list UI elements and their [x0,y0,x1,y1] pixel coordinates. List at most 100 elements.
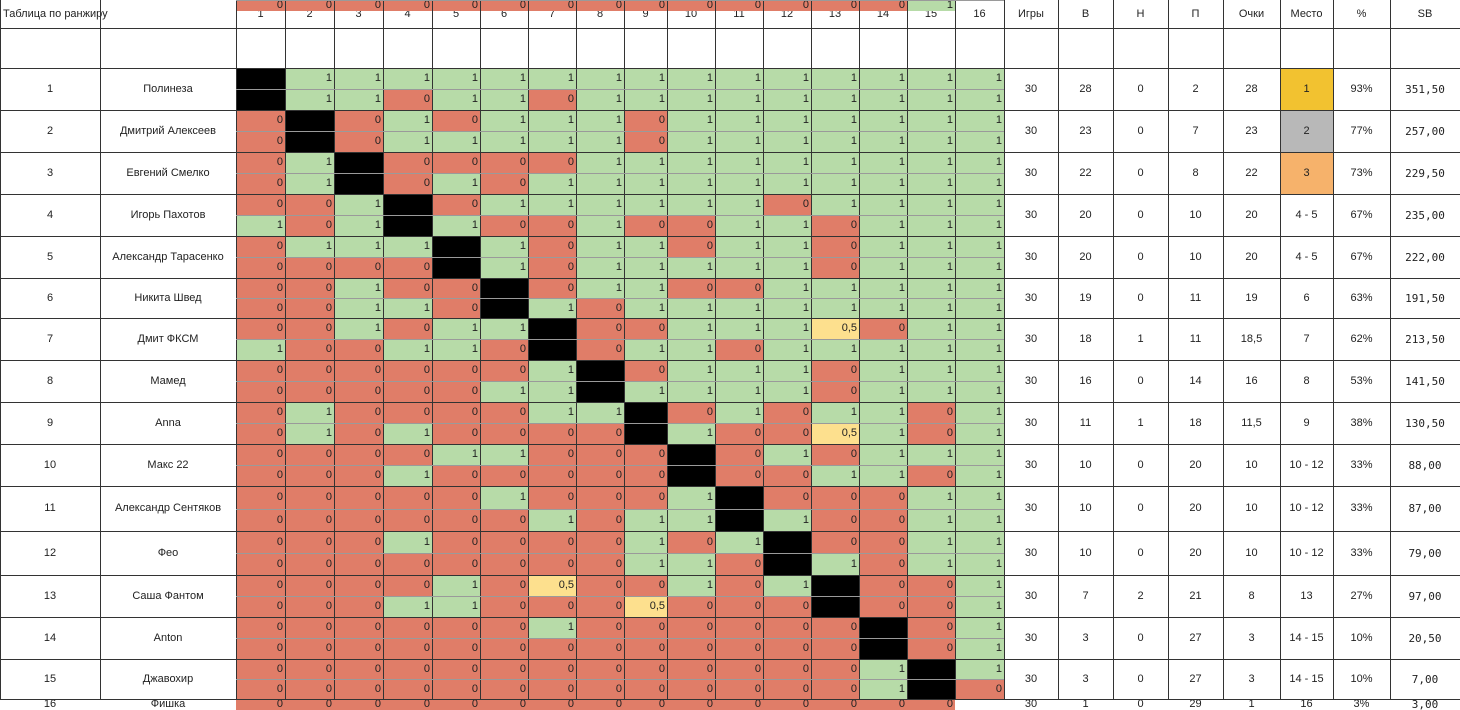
game-result-cell[interactable]: 1 [955,659,1004,679]
game-result-cell[interactable]: 0 [715,423,763,444]
game-result-cell[interactable]: 1 [907,360,955,381]
place-value[interactable]: 4 - 5 [1295,250,1318,263]
draws-value[interactable]: 0 [1137,291,1144,304]
game-result-cell[interactable]: 1 [667,110,715,131]
game-result-cell[interactable]: 0 [236,278,285,298]
game-result-cell[interactable]: 0 [383,360,432,381]
game-result-cell[interactable]: 0 [383,318,432,339]
game-result-cell[interactable]: 1 [480,110,528,131]
points-value[interactable]: 3 [1248,672,1255,685]
points-value[interactable]: 10 [1245,546,1258,559]
game-result-cell[interactable]: 0 [236,486,285,509]
game-result-cell[interactable]: 0,5 [624,596,667,617]
game-result-cell[interactable]: 0 [811,257,859,278]
game-result-cell[interactable]: 0 [624,215,667,236]
game-result-cell[interactable]: 0 [480,699,528,710]
game-result-cell[interactable]: 0 [667,596,715,617]
game-result-cell[interactable]: 1 [576,110,624,131]
game-result-cell[interactable]: 1 [576,152,624,173]
game-result-cell[interactable]: 1 [576,278,624,298]
game-result-cell[interactable]: 1 [955,381,1004,402]
draws-value[interactable]: 0 [1137,208,1144,221]
player-name[interactable]: Полинеза [143,82,193,95]
game-result-cell[interactable]: 0 [624,465,667,486]
game-result-cell[interactable]: 0 [480,152,528,173]
game-result-cell[interactable]: 1 [528,68,576,89]
game-result-cell[interactable]: 1 [811,131,859,152]
wins-value[interactable]: 20 [1079,250,1092,263]
player-name[interactable]: Фишка [150,699,186,710]
game-result-cell[interactable]: 1 [715,194,763,215]
game-result-cell[interactable]: 1 [811,278,859,298]
game-result-cell[interactable]: 0 [480,617,528,638]
game-result-cell[interactable]: 0 [236,257,285,278]
game-result-cell[interactable]: 1 [667,423,715,444]
game-result-cell[interactable]: 1 [383,110,432,131]
game-result-cell[interactable]: 0 [285,638,334,659]
game-result-cell[interactable]: 0 [236,110,285,131]
place-value[interactable]: 2 [1280,110,1333,152]
game-result-cell[interactable]: 0 [667,699,715,710]
game-result-cell[interactable]: 0 [715,575,763,596]
game-result-cell[interactable]: 0 [811,531,859,553]
draws-value[interactable]: 0 [1137,502,1144,514]
percent-value[interactable]: 3% [1353,699,1370,710]
game-result-cell[interactable]: 0 [528,0,576,11]
opponent-header-14[interactable]: 14 [876,7,890,20]
game-result-cell[interactable]: 0 [528,531,576,553]
game-result-cell[interactable]: 0 [334,553,383,575]
draws-value[interactable]: 0 [1137,250,1144,263]
game-result-cell[interactable]: 0,5 [811,423,859,444]
game-result-cell[interactable]: 1 [576,194,624,215]
game-result-cell[interactable]: 1 [285,152,334,173]
percent-value[interactable]: 10% [1350,672,1373,685]
game-result-cell[interactable]: 1 [763,173,811,194]
game-result-cell[interactable]: 0 [236,173,285,194]
games-value[interactable]: 30 [1024,672,1038,685]
game-result-cell[interactable]: 1 [715,402,763,423]
losses-value[interactable]: 20 [1189,502,1202,514]
game-result-cell[interactable]: 1 [907,236,955,257]
wins-value[interactable]: 10 [1079,502,1092,514]
game-result-cell[interactable]: 0 [285,575,334,596]
place-value[interactable]: 8 [1303,374,1310,387]
game-result-cell[interactable]: 1 [624,339,667,360]
points-value[interactable]: 8 [1248,589,1255,602]
game-result-cell[interactable]: 1 [715,173,763,194]
player-name[interactable]: Александр Сентяков [114,502,222,514]
game-result-cell[interactable]: 0 [859,0,907,11]
game-result-cell[interactable]: 1 [480,381,528,402]
header-losses[interactable]: П [1191,7,1200,20]
draws-value[interactable]: 0 [1137,546,1144,559]
row-number[interactable]: 8 [46,374,54,387]
game-result-cell[interactable]: 1 [907,152,955,173]
game-result-cell[interactable]: 1 [859,194,907,215]
game-result-cell[interactable]: 1 [480,131,528,152]
percent-value[interactable]: 38% [1350,416,1373,429]
game-result-cell[interactable]: 0 [480,360,528,381]
game-result-cell[interactable]: 0 [576,531,624,553]
game-result-cell[interactable]: 1 [955,257,1004,278]
game-result-cell[interactable]: 0 [811,0,859,11]
game-result-cell[interactable]: 1 [667,509,715,531]
game-result-cell[interactable]: 1 [285,236,334,257]
game-result-cell[interactable]: 0 [480,638,528,659]
game-result-cell[interactable]: 0 [236,617,285,638]
place-value[interactable]: 7 [1303,332,1310,345]
draws-value[interactable]: 0 [1137,82,1144,95]
game-result-cell[interactable]: 0 [763,638,811,659]
percent-value[interactable]: 73% [1350,166,1373,179]
game-result-cell[interactable]: 0 [624,131,667,152]
game-result-cell[interactable]: 0 [576,444,624,465]
game-result-cell[interactable]: 1 [955,131,1004,152]
sb-value[interactable]: 88,00 [1408,458,1442,472]
game-result-cell[interactable]: 1 [811,298,859,318]
sb-value[interactable]: 141,50 [1405,374,1445,388]
place-value[interactable]: 10 - 12 [1289,502,1324,514]
game-result-cell[interactable]: 1 [859,339,907,360]
game-result-cell[interactable]: 1 [907,0,955,11]
game-result-cell[interactable]: 0 [383,257,432,278]
game-result-cell[interactable]: 0 [480,423,528,444]
game-result-cell[interactable]: 1 [955,298,1004,318]
game-result-cell[interactable]: 1 [811,173,859,194]
